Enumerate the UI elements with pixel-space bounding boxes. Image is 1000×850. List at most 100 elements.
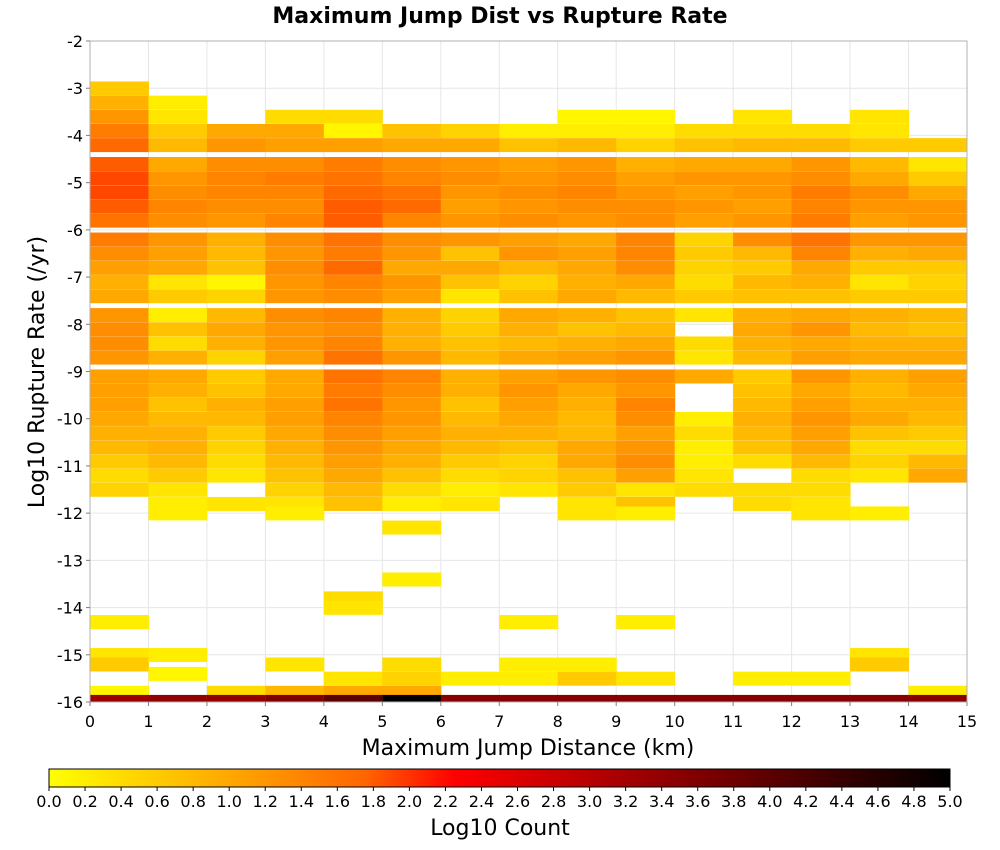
heatmap-cell bbox=[265, 322, 325, 337]
heatmap-cell bbox=[908, 383, 968, 398]
heatmap-cell bbox=[323, 275, 383, 290]
heatmap-cell bbox=[674, 411, 734, 426]
heatmap-cell bbox=[90, 426, 149, 441]
heatmap-cell bbox=[908, 468, 968, 483]
heatmap-cell bbox=[616, 138, 676, 153]
heatmap-cell bbox=[850, 171, 910, 186]
heatmap-cell bbox=[440, 260, 500, 275]
colorbar-tick-label: 4.6 bbox=[865, 792, 890, 811]
heatmap-cell bbox=[557, 246, 617, 261]
colorbar-tick-label: 4.8 bbox=[901, 792, 926, 811]
heatmap-cell bbox=[499, 369, 559, 384]
heatmap-cell bbox=[323, 308, 383, 323]
heatmap-cell bbox=[557, 468, 617, 483]
heatmap-cell bbox=[850, 123, 910, 138]
heatmap-cell bbox=[206, 308, 266, 323]
heatmap-cell bbox=[265, 232, 325, 247]
heatmap-cell bbox=[323, 123, 383, 138]
heatmap-cell bbox=[850, 454, 910, 469]
heatmap-cell bbox=[791, 440, 851, 455]
heatmap-cell bbox=[908, 397, 968, 412]
heatmap-cell bbox=[674, 482, 734, 497]
heatmap-cell bbox=[382, 671, 442, 686]
heatmap-cell bbox=[733, 322, 793, 337]
heatmap-cell bbox=[791, 350, 851, 365]
x-tick-label: 0 bbox=[85, 712, 95, 731]
heatmap-cell bbox=[440, 369, 500, 384]
heatmap-cell bbox=[90, 213, 149, 228]
heatmap-cell bbox=[382, 426, 442, 441]
heatmap-cell bbox=[148, 109, 208, 124]
heatmap-cell bbox=[90, 289, 149, 304]
heatmap-cell bbox=[499, 213, 559, 228]
heatmap-cells bbox=[90, 81, 968, 703]
heatmap-cell bbox=[850, 138, 910, 153]
heatmap-cell bbox=[382, 572, 442, 587]
colorbar-tick-label: 3.4 bbox=[649, 792, 674, 811]
colorbar-tick-label: 4.0 bbox=[757, 792, 782, 811]
heatmap-cell bbox=[499, 694, 559, 703]
heatmap-cell bbox=[90, 308, 149, 323]
heatmap-cell bbox=[616, 426, 676, 441]
heatmap-cell bbox=[440, 185, 500, 200]
colorbar-tick-label: 0.6 bbox=[144, 792, 169, 811]
colorbar-tick-label: 2.0 bbox=[397, 792, 422, 811]
heatmap-cell bbox=[90, 482, 149, 497]
heatmap-cell bbox=[440, 138, 500, 153]
heatmap-cell bbox=[616, 289, 676, 304]
heatmap-cell bbox=[323, 694, 383, 703]
heatmap-cell bbox=[733, 308, 793, 323]
heatmap-cell bbox=[440, 246, 500, 261]
heatmap-cell bbox=[616, 322, 676, 337]
heatmap-cell bbox=[440, 397, 500, 412]
y-tick-label: -10 bbox=[57, 410, 83, 429]
heatmap-cell bbox=[206, 246, 266, 261]
heatmap-cell bbox=[440, 454, 500, 469]
x-tick-label: 7 bbox=[494, 712, 504, 731]
heatmap-cell bbox=[206, 369, 266, 384]
heatmap-cell bbox=[382, 440, 442, 455]
heatmap-cell bbox=[265, 350, 325, 365]
heatmap-cell bbox=[90, 369, 149, 384]
heatmap-cell bbox=[791, 213, 851, 228]
heatmap-cell bbox=[908, 260, 968, 275]
heatmap-cell bbox=[850, 411, 910, 426]
heatmap-cell bbox=[791, 246, 851, 261]
heatmap-cell bbox=[791, 171, 851, 186]
heatmap-cell bbox=[440, 350, 500, 365]
heatmap-cell bbox=[908, 246, 968, 261]
heatmap-cell bbox=[850, 289, 910, 304]
heatmap-cell bbox=[323, 157, 383, 172]
heatmap-cell bbox=[440, 232, 500, 247]
heatmap-cell bbox=[206, 322, 266, 337]
heatmap-cell bbox=[265, 694, 325, 703]
heatmap-cell bbox=[908, 308, 968, 323]
heatmap-cell bbox=[323, 369, 383, 384]
heatmap-cell bbox=[90, 411, 149, 426]
colorbar-tick-label: 3.2 bbox=[613, 792, 638, 811]
heatmap-cell bbox=[616, 694, 676, 703]
y-tick-label: -13 bbox=[57, 551, 83, 570]
heatmap-cell bbox=[499, 336, 559, 351]
heatmap-cell bbox=[674, 199, 734, 214]
heatmap-cell bbox=[90, 350, 149, 365]
heatmap-cell bbox=[499, 308, 559, 323]
heatmap-cell bbox=[148, 275, 208, 290]
heatmap-cell bbox=[148, 482, 208, 497]
heatmap-cell bbox=[850, 199, 910, 214]
heatmap-cell bbox=[499, 440, 559, 455]
heatmap-cell bbox=[382, 289, 442, 304]
chart-title: Maximum Jump Dist vs Rupture Rate bbox=[272, 4, 727, 29]
heatmap-cell bbox=[557, 694, 617, 703]
heatmap-cell bbox=[90, 199, 149, 214]
heatmap-cell bbox=[616, 506, 676, 521]
heatmap-cell bbox=[323, 600, 383, 615]
heatmap-cell bbox=[557, 322, 617, 337]
heatmap-cell bbox=[791, 308, 851, 323]
heatmap-cell bbox=[265, 123, 325, 138]
heatmap-cell bbox=[850, 506, 910, 521]
heatmap-cell bbox=[90, 275, 149, 290]
colorbar-tick-label: 1.4 bbox=[289, 792, 314, 811]
heatmap-cell bbox=[616, 171, 676, 186]
